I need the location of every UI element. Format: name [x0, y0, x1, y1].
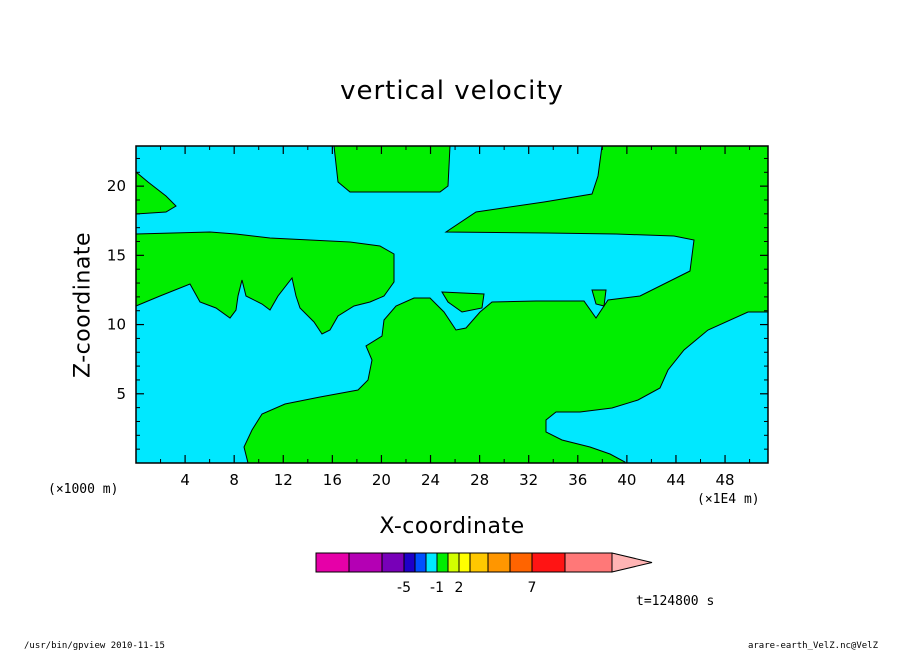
colorbar-extend-arrow — [611, 552, 653, 573]
y-tick-label: 10 — [107, 316, 126, 334]
footer-program: /usr/bin/gpview 2010-11-15 — [24, 641, 165, 651]
x-tick-label: 40 — [617, 471, 636, 489]
footer-source: arare-earth_VelZ.nc@VelZ — [747, 641, 878, 651]
colorbar-swatch — [315, 552, 350, 573]
x-unit-note: (×1E4 m) — [697, 492, 760, 507]
colorbar-swatch — [436, 552, 449, 573]
x-tick-label: 48 — [716, 471, 735, 489]
colorbar-label: 7 — [528, 580, 537, 596]
x-tick-label: 32 — [519, 471, 538, 489]
x-tick-label: 4 — [180, 471, 190, 489]
y-tick-label: 5 — [116, 385, 126, 403]
x-tick-label: 36 — [568, 471, 587, 489]
colorbar-label: -5 — [397, 580, 411, 596]
plot-frame — [135, 145, 769, 464]
colorbar-swatch — [564, 552, 613, 573]
colorbar-swatch — [458, 552, 471, 573]
chart-title: vertical velocity — [340, 76, 564, 106]
y-ticks: 5 10 15 20 — [107, 157, 768, 450]
x-tick-label: 16 — [323, 471, 342, 489]
time-label: t=124800 s — [636, 594, 715, 609]
colorbar-swatch — [469, 552, 489, 573]
x-tick-label: 20 — [372, 471, 391, 489]
colorbar-swatch — [414, 552, 427, 573]
colorbar-swatch — [403, 552, 416, 573]
x-axis-label: X-coordinate — [379, 514, 525, 539]
colorbar-swatch — [487, 552, 511, 573]
region-green-upper — [135, 231, 395, 335]
colorbar-label: -1 — [430, 580, 444, 596]
region-green-lower — [243, 145, 769, 464]
colorbar-swatch — [425, 552, 438, 573]
x-tick-label: 44 — [666, 471, 685, 489]
region-green-cap — [333, 145, 451, 193]
x-tick-label: 24 — [421, 471, 440, 489]
colorbar-label: 2 — [455, 580, 464, 596]
y-tick-label: 20 — [107, 177, 126, 195]
colorbar: -5 -1 2 7 — [315, 552, 653, 596]
region-green-island — [441, 291, 485, 313]
x-scale-note: (×1000 m) — [48, 482, 119, 497]
colorbar-swatch — [531, 552, 566, 573]
colorbar-swatch — [509, 552, 533, 573]
colorbar-swatch — [348, 552, 383, 573]
y-tick-label: 15 — [107, 246, 126, 264]
x-tick-label: 12 — [274, 471, 293, 489]
x-tick-label: 28 — [470, 471, 489, 489]
region-green-island — [591, 289, 607, 307]
colorbar-swatch — [447, 552, 460, 573]
x-tick-label: 8 — [229, 471, 239, 489]
x-ticks: 4 8 12 16 20 24 28 32 36 40 44 48 — [160, 146, 751, 489]
colorbar-swatch — [381, 552, 405, 573]
